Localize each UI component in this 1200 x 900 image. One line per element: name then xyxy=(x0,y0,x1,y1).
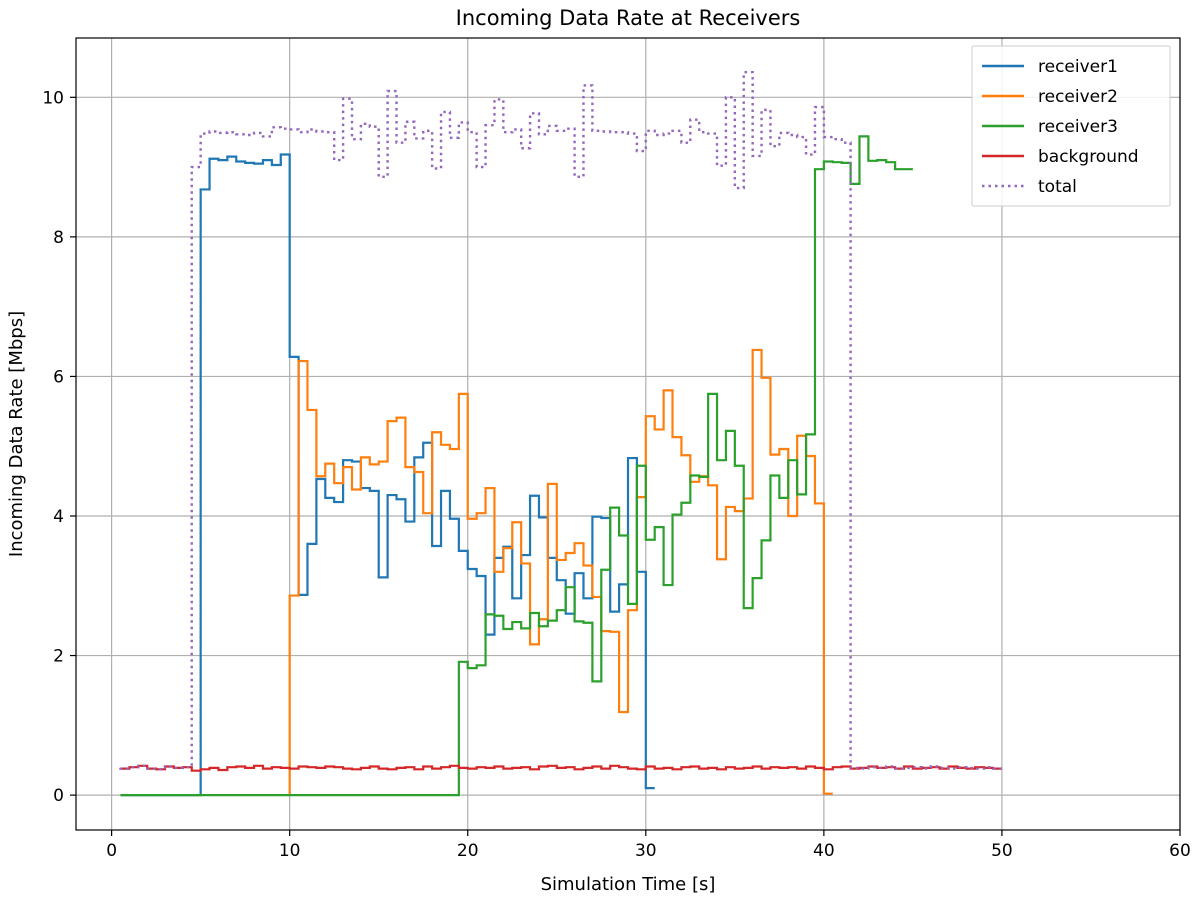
legend-box xyxy=(971,45,1171,207)
y-tick-label: 4 xyxy=(53,507,64,527)
series-line-receiver2 xyxy=(288,348,833,796)
legend-label-receiver1: receiver1 xyxy=(1038,57,1118,77)
legend-label-total: total xyxy=(1038,177,1077,197)
chart-title: Incoming Data Rate at Receivers xyxy=(456,6,801,30)
axis-ticks: 0 10 20 30 40 50 60 0 2 4 6 8 10 xyxy=(42,88,1190,861)
legend-label-receiver3: receiver3 xyxy=(1038,117,1118,137)
x-tick-label: 20 xyxy=(457,841,479,861)
series-line-receiver3 xyxy=(120,135,913,797)
legend-label-background: background xyxy=(1038,147,1139,167)
x-tick-label: 60 xyxy=(1169,841,1191,861)
legend: receiver1 receiver2 receiver3 background tot… xyxy=(971,45,1171,207)
x-tick-label: 50 xyxy=(991,841,1013,861)
series-layer xyxy=(119,70,1002,797)
legend-label-receiver2: receiver2 xyxy=(1038,87,1118,107)
x-tick-label: 30 xyxy=(635,841,657,861)
y-tick-label: 0 xyxy=(53,786,64,806)
series-line-total xyxy=(119,70,1002,771)
y-tick-label: 10 xyxy=(42,88,64,108)
y-axis-label: Incoming Data Rate [Mbps] xyxy=(6,311,27,557)
y-tick-label: 6 xyxy=(53,367,64,387)
x-tick-label: 10 xyxy=(279,841,301,861)
x-tick-label: 40 xyxy=(813,841,835,861)
series-line-receiver1 xyxy=(120,153,655,797)
x-axis-label: Simulation Time [s] xyxy=(541,874,716,895)
y-tick-label: 2 xyxy=(53,647,64,667)
plot-frame xyxy=(75,37,1181,831)
y-tick-label: 8 xyxy=(53,228,64,248)
x-tick-label: 0 xyxy=(106,841,117,861)
